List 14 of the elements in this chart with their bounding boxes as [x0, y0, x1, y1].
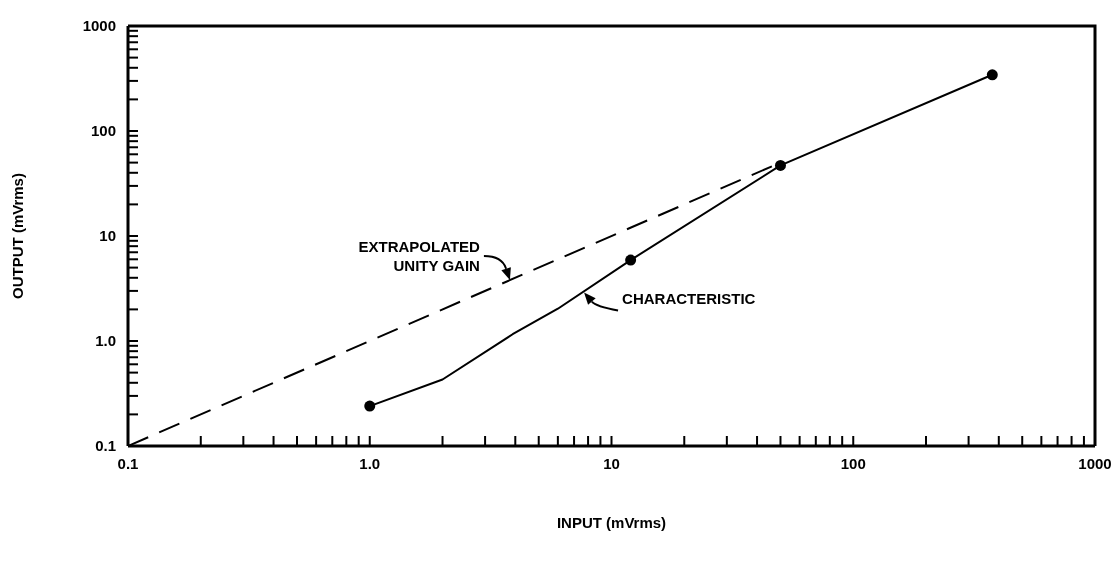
- y-tick-label: 10: [99, 227, 116, 245]
- x-tick-label: 1000: [1078, 454, 1112, 472]
- y-tick-label: 1000: [82, 17, 116, 35]
- x-tick-label: 1.0: [359, 454, 381, 472]
- annotation: EXTRAPOLATED UNITY GAIN: [358, 238, 481, 275]
- x-tick-label: 0.1: [117, 454, 139, 472]
- annotation: CHARACTERISTIC: [622, 290, 756, 308]
- y-axis-title: OUTPUT (mVrms): [9, 173, 27, 299]
- y-tick-label: 100: [90, 122, 116, 140]
- y-tick-label: 1.0: [95, 332, 116, 350]
- x-tick-label: 100: [840, 454, 866, 472]
- y-tick-label: 0.1: [95, 437, 116, 455]
- x-tick-label: 10: [603, 454, 620, 472]
- x-axis-title: INPUT (mVrms): [556, 514, 667, 531]
